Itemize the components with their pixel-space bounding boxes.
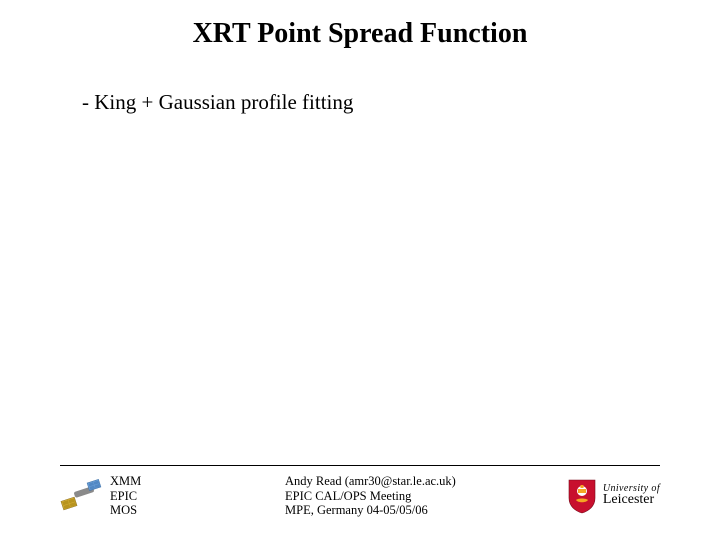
university-name: Leicester [603,493,660,508]
mission-line-2: EPIC [110,489,141,503]
author-line-3: MPE, Germany 04-05/05/06 [285,503,456,517]
body-text: - King + Gaussian profile fitting [82,90,353,115]
author-line-2: EPIC CAL/OPS Meeting [285,489,456,503]
footer-divider [60,465,660,466]
author-line-1: Andy Read (amr30@star.le.ac.uk) [285,474,456,488]
footer-left: XMM EPIC MOS [60,474,141,517]
page-title: XRT Point Spread Function [0,18,720,50]
slide: XRT Point Spread Function - King + Gauss… [0,0,720,540]
satellite-icon [60,479,102,513]
footer-center: Andy Read (amr30@star.le.ac.uk) EPIC CAL… [285,474,456,517]
mission-line-3: MOS [110,503,141,517]
mission-label: XMM EPIC MOS [110,474,141,517]
footer-right: University of Leicester [567,478,660,514]
mission-line-1: XMM [110,474,141,488]
university-label: University of Leicester [603,484,660,507]
footer: XMM EPIC MOS Andy Read (amr30@star.le.ac… [0,468,720,524]
university-crest-icon [567,478,597,514]
